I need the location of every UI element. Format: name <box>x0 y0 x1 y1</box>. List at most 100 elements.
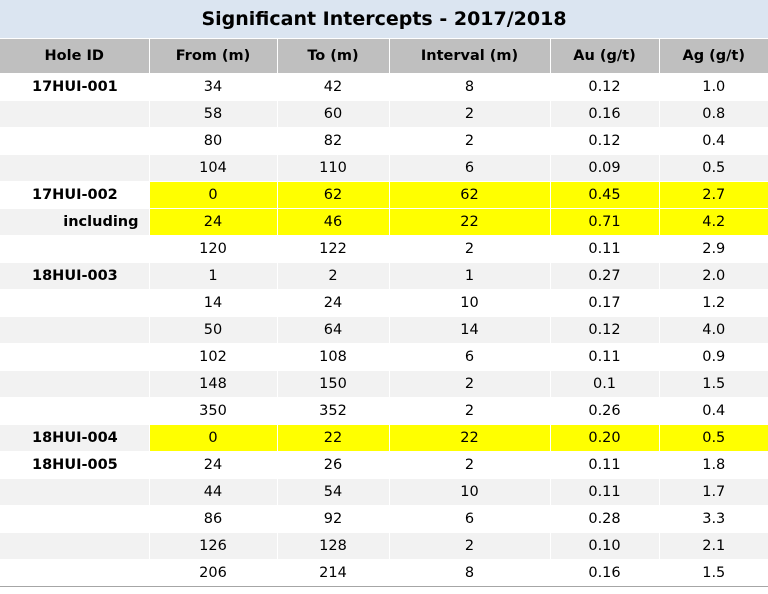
cell-to: 2 <box>277 262 390 290</box>
cell-interval: 6 <box>389 343 551 371</box>
cell-from: 126 <box>149 532 278 560</box>
cell-interval: 62 <box>389 181 551 209</box>
cell-ag: 0.5 <box>659 424 768 452</box>
cell-from: 24 <box>149 451 278 479</box>
table-row: 86 92 6 0.28 3.3 <box>0 505 768 533</box>
cell-interval: 2 <box>389 235 551 263</box>
table-row: including 24 46 22 0.71 4.2 <box>0 208 768 236</box>
cell-to: 54 <box>277 478 390 506</box>
cell-from: 24 <box>149 208 278 236</box>
cell-interval: 6 <box>389 154 551 182</box>
intercepts-table: Hole ID From (m) To (m) Interval (m) Au … <box>0 38 768 586</box>
cell-to: 22 <box>277 424 390 452</box>
table-row: 17HUI-002 0 62 62 0.45 2.7 <box>0 181 768 209</box>
cell-au: 0.17 <box>550 289 660 317</box>
cell-to: 128 <box>277 532 390 560</box>
cell-to: 122 <box>277 235 390 263</box>
cell-ag: 1.5 <box>659 559 768 586</box>
cell-au: 0.71 <box>550 208 660 236</box>
cell-ag: 2.7 <box>659 181 768 209</box>
cell-to: 64 <box>277 316 390 344</box>
cell-ag: 2.0 <box>659 262 768 290</box>
cell-ag: 0.4 <box>659 397 768 425</box>
cell-interval: 8 <box>389 559 551 586</box>
cell-interval: 2 <box>389 397 551 425</box>
cell-ag: 0.4 <box>659 127 768 155</box>
table-row: 50 64 14 0.12 4.0 <box>0 316 768 344</box>
cell-hole-id <box>0 370 150 398</box>
cell-ag: 3.3 <box>659 505 768 533</box>
cell-from: 44 <box>149 478 278 506</box>
table-row: 80 82 2 0.12 0.4 <box>0 127 768 155</box>
cell-to: 24 <box>277 289 390 317</box>
table-row: 14 24 10 0.17 1.2 <box>0 289 768 317</box>
cell-to: 62 <box>277 181 390 209</box>
column-header-from: From (m) <box>149 38 278 74</box>
cell-hole-id <box>0 154 150 182</box>
cell-ag: 0.8 <box>659 100 768 128</box>
cell-hole-id <box>0 316 150 344</box>
cell-interval: 1 <box>389 262 551 290</box>
cell-hole-id <box>0 397 150 425</box>
table-row: 102 108 6 0.11 0.9 <box>0 343 768 371</box>
cell-au: 0.1 <box>550 370 660 398</box>
cell-interval: 6 <box>389 505 551 533</box>
cell-from: 104 <box>149 154 278 182</box>
cell-au: 0.20 <box>550 424 660 452</box>
column-header-ag: Ag (g/t) <box>659 38 768 74</box>
cell-hole-id <box>0 505 150 533</box>
cell-from: 14 <box>149 289 278 317</box>
cell-au: 0.45 <box>550 181 660 209</box>
table-row: 17HUI-001 34 42 8 0.12 1.0 <box>0 73 768 101</box>
cell-au: 0.11 <box>550 235 660 263</box>
table-row: 58 60 2 0.16 0.8 <box>0 100 768 128</box>
cell-hole-id <box>0 343 150 371</box>
cell-au: 0.11 <box>550 478 660 506</box>
cell-to: 108 <box>277 343 390 371</box>
cell-hole-id <box>0 559 150 586</box>
cell-from: 350 <box>149 397 278 425</box>
cell-hole-id: 17HUI-001 <box>0 73 150 101</box>
cell-interval: 2 <box>389 451 551 479</box>
cell-au: 0.26 <box>550 397 660 425</box>
cell-ag: 2.1 <box>659 532 768 560</box>
cell-interval: 2 <box>389 532 551 560</box>
table-row: 18HUI-004 0 22 22 0.20 0.5 <box>0 424 768 452</box>
cell-from: 86 <box>149 505 278 533</box>
cell-interval: 2 <box>389 127 551 155</box>
cell-from: 102 <box>149 343 278 371</box>
cell-hole-id <box>0 289 150 317</box>
table-row: 350 352 2 0.26 0.4 <box>0 397 768 425</box>
cell-interval: 22 <box>389 208 551 236</box>
table-row: 206 214 8 0.16 1.5 <box>0 559 768 586</box>
cell-from: 58 <box>149 100 278 128</box>
cell-from: 50 <box>149 316 278 344</box>
table-row: 126 128 2 0.10 2.1 <box>0 532 768 560</box>
column-header-hole-id: Hole ID <box>0 38 150 74</box>
table-title: Significant Intercepts - 2017/2018 <box>0 0 768 38</box>
cell-to: 46 <box>277 208 390 236</box>
cell-ag: 2.9 <box>659 235 768 263</box>
header-row: Hole ID From (m) To (m) Interval (m) Au … <box>0 38 768 74</box>
cell-hole-id <box>0 478 150 506</box>
cell-au: 0.12 <box>550 73 660 101</box>
cell-interval: 10 <box>389 478 551 506</box>
table-bottom-border <box>0 586 768 587</box>
cell-hole-id <box>0 127 150 155</box>
cell-ag: 0.5 <box>659 154 768 182</box>
table-row: 104 110 6 0.09 0.5 <box>0 154 768 182</box>
cell-ag: 1.7 <box>659 478 768 506</box>
cell-to: 60 <box>277 100 390 128</box>
table-row: 18HUI-003 1 2 1 0.27 2.0 <box>0 262 768 290</box>
cell-to: 150 <box>277 370 390 398</box>
cell-hole-id: 18HUI-004 <box>0 424 150 452</box>
cell-interval: 10 <box>389 289 551 317</box>
cell-ag: 1.0 <box>659 73 768 101</box>
cell-ag: 1.8 <box>659 451 768 479</box>
table-body: 17HUI-001 34 42 8 0.12 1.0 58 60 2 0.16 0.8 80 82 2 0.… <box>0 73 768 586</box>
cell-from: 148 <box>149 370 278 398</box>
column-header-interval: Interval (m) <box>389 38 551 74</box>
cell-from: 120 <box>149 235 278 263</box>
cell-interval: 14 <box>389 316 551 344</box>
cell-to: 26 <box>277 451 390 479</box>
